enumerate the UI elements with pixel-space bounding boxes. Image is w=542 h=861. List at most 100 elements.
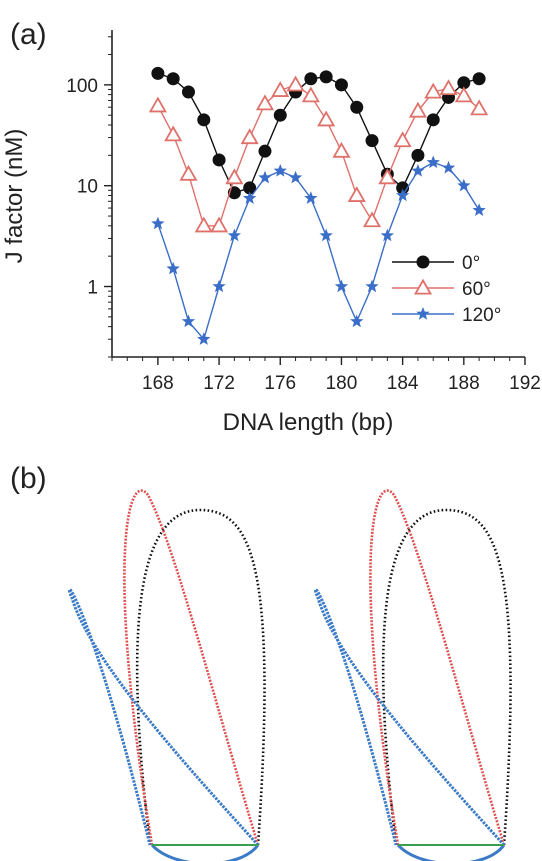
data-point xyxy=(408,101,427,118)
data-point xyxy=(457,178,471,192)
data-point xyxy=(319,70,333,84)
x-axis-label: DNA length (bp) xyxy=(223,409,394,436)
x-tick-label: 176 xyxy=(264,373,296,394)
data-point xyxy=(347,186,366,202)
data-point xyxy=(380,228,394,242)
panel-b-label: (b) xyxy=(10,462,47,495)
data-point xyxy=(166,261,180,275)
data-point xyxy=(225,168,244,185)
data-point xyxy=(304,191,318,204)
data-point xyxy=(258,170,272,184)
y-axis-label: J factor (nM) xyxy=(1,129,28,264)
data-point xyxy=(472,72,486,86)
y-tick-label: 1 xyxy=(87,278,98,299)
data-point xyxy=(332,141,351,158)
data-point xyxy=(243,191,257,204)
x-tick-label: 192 xyxy=(509,373,541,394)
legend-marker xyxy=(416,307,430,320)
data-point xyxy=(454,86,473,103)
data-point xyxy=(472,203,486,216)
dna-loop-bottom-arc xyxy=(396,843,506,861)
data-point xyxy=(426,113,440,127)
data-point xyxy=(411,148,425,162)
dna-loop-stereo-right xyxy=(313,489,512,861)
data-point xyxy=(288,170,303,184)
data-point xyxy=(301,86,320,103)
data-point xyxy=(457,76,471,90)
data-point xyxy=(362,211,382,228)
dna-loop-bottom-arc xyxy=(150,843,260,861)
data-point xyxy=(439,79,458,96)
data-point xyxy=(164,125,183,142)
panel-b: (b) xyxy=(10,462,512,861)
data-point xyxy=(181,314,196,328)
data-point xyxy=(424,82,443,99)
legend-label: 120° xyxy=(462,305,501,326)
x-tick-label: 184 xyxy=(387,373,419,394)
x-tick-label: 188 xyxy=(448,373,480,394)
data-point xyxy=(148,96,167,113)
dna-loop-stereo-left xyxy=(67,489,266,861)
legend-marker xyxy=(413,278,433,295)
data-point xyxy=(393,131,412,148)
y-tick-label: 100 xyxy=(66,76,98,97)
data-point xyxy=(258,144,272,158)
data-point xyxy=(151,216,165,230)
data-point xyxy=(350,314,364,328)
data-point xyxy=(212,153,226,167)
dna-loop-120deg xyxy=(67,587,260,847)
data-point xyxy=(334,78,348,92)
series-1 xyxy=(148,75,489,233)
panel-a: (a) 168 172 176 180 184 188 192 1 10 100 J factor… xyxy=(1,18,541,436)
legend-marker xyxy=(416,255,430,269)
data-point xyxy=(304,72,318,86)
data-point xyxy=(271,81,290,97)
dna-loop-120deg xyxy=(313,587,506,847)
data-point xyxy=(411,164,425,177)
y-tick-label: 10 xyxy=(77,177,98,198)
data-point xyxy=(255,94,275,111)
x-tick-label: 180 xyxy=(326,373,358,394)
series-line xyxy=(157,84,480,227)
data-point xyxy=(273,164,287,177)
data-point xyxy=(240,128,259,145)
plot-area: 168 172 176 180 184 188 192 1 10 100 xyxy=(66,30,541,394)
data-point xyxy=(426,155,440,169)
data-point xyxy=(470,99,489,116)
data-point xyxy=(197,113,211,127)
data-point xyxy=(197,332,211,345)
dna-loop-0deg xyxy=(135,508,266,846)
data-point xyxy=(179,164,198,181)
data-point xyxy=(194,216,213,233)
series-0 xyxy=(151,66,486,200)
x-tick-label: 168 xyxy=(142,373,174,394)
data-point xyxy=(365,279,379,293)
data-point xyxy=(227,228,241,242)
data-point xyxy=(334,279,349,293)
data-point xyxy=(181,85,195,99)
data-point xyxy=(319,228,333,242)
dna-loop-0deg xyxy=(381,508,512,846)
panel-a-label: (a) xyxy=(10,18,47,51)
data-point xyxy=(396,188,410,202)
dna-loop-60deg xyxy=(369,489,506,846)
data-point xyxy=(350,100,364,114)
data-point xyxy=(378,168,397,185)
data-point xyxy=(365,134,379,148)
legend-label: 0° xyxy=(462,253,480,274)
data-point xyxy=(317,110,336,127)
dna-loop-60deg xyxy=(123,489,260,846)
x-tick-label: 172 xyxy=(203,373,235,394)
data-point xyxy=(151,66,165,80)
series-line xyxy=(157,161,480,341)
data-point xyxy=(212,279,226,293)
series-line xyxy=(157,72,480,194)
series-2 xyxy=(151,155,486,345)
data-point xyxy=(273,108,287,122)
data-point xyxy=(441,160,456,174)
data-point xyxy=(166,72,180,86)
legend: 0° 60° 120° xyxy=(392,253,501,326)
data-point xyxy=(210,216,229,233)
legend-label: 60° xyxy=(462,279,491,300)
